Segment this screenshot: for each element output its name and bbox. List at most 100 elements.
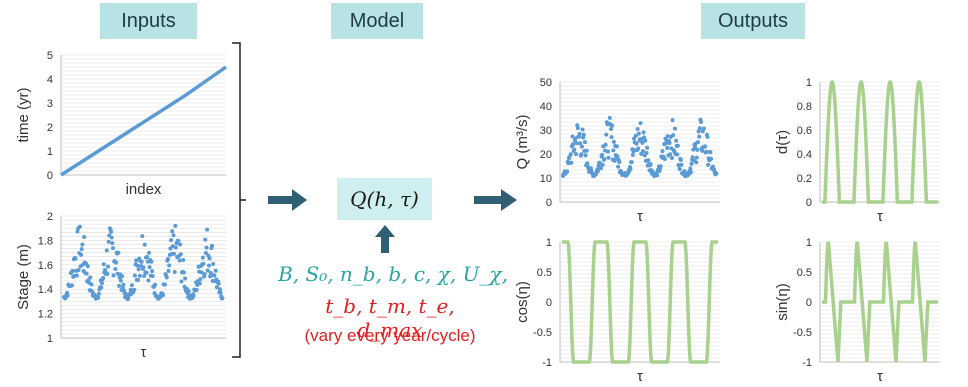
cos-chart-tick-label: 0 [546,297,552,309]
stage-chart-point [146,278,151,283]
q-chart-point [629,160,634,165]
d-chart-tick-label: 0.4 [797,149,812,161]
q-chart-point [642,135,647,140]
stage-chart-point [170,229,175,234]
stage-chart-point [167,263,172,268]
q-chart-point [648,162,653,167]
q-chart-point [697,134,702,139]
d-chart-ylabel: d(τ) [774,130,791,154]
sin-chart-tick-label: 0 [806,297,812,309]
stage-chart-point [111,273,116,278]
stage-chart-point [134,258,139,263]
q-chart-point [655,173,660,178]
stage-chart-point [181,258,186,263]
sin-chart: -1 -0.5 0 0.5 1 τ sin(η) [774,237,940,385]
stage-chart-point [70,268,75,273]
d-chart-tick-label: 0.8 [797,101,812,113]
stage-chart-point [208,274,213,279]
arrow-model-to-outputs [474,189,517,211]
stage-chart-point [79,247,84,252]
stage-chart-point [206,263,211,268]
stage-chart-point [179,279,184,284]
q-chart-point [646,158,651,163]
stage-chart-point [126,296,131,301]
stage-chart-point [178,242,183,247]
q-chart-point [640,140,645,145]
q-chart-point [568,152,573,157]
q-chart-point [616,164,621,169]
stage-chart-point [89,282,94,287]
sin-chart-tick-label: -1 [802,357,812,369]
q-chart-point [606,155,611,160]
q-chart-point [689,161,694,166]
stage-chart-point [186,289,191,294]
stage-chart-point [181,270,186,275]
model-formula: Q(h, τ) [337,178,432,220]
q-chart-point [709,156,714,161]
q-chart-point [636,131,641,136]
inputs-header: Inputs [100,3,197,39]
stage-chart-point [218,290,223,295]
cos-chart-tick-label: -0.5 [533,327,552,339]
q-chart-tick-label: 10 [540,173,552,185]
cos-chart-tick-label: 0.5 [537,267,552,279]
q-chart-point [708,150,713,155]
sin-chart-ylabel: sin(η) [774,283,791,321]
q-chart-point [640,149,645,154]
stage-chart-point [205,227,210,232]
q-chart-point [570,134,575,139]
stage-chart-point [183,276,188,281]
stage-chart-point [191,293,196,298]
q-chart-point [679,162,684,167]
stage-chart-point [169,238,174,243]
stage-chart-point [113,260,118,265]
stage-chart-point [141,265,146,270]
stage-chart-point [73,256,78,261]
stage-chart-tick-label: 1.4 [38,284,53,296]
stage-chart-point [176,239,181,244]
stage-chart-tick-label: 1.2 [38,309,53,321]
stage-chart-point [213,268,218,273]
q-chart-point [688,169,693,174]
stage-chart-point [142,242,147,247]
stage-chart-point [96,295,101,300]
q-chart-point [667,140,672,145]
q-chart-point [574,152,579,157]
q-chart-xlabel: τ [637,208,643,225]
model-note: (vary every year/cycle) [304,326,476,345]
stage-chart-point [105,272,110,277]
sin-chart-xlabel: τ [877,368,883,385]
stage-chart-point [142,273,147,278]
q-chart-point [584,148,589,153]
stage-chart-point [173,245,178,250]
stage-chart-point [149,259,154,264]
stage-chart-point [77,224,82,229]
stage-chart-point [106,239,111,244]
q-chart-point [672,126,677,131]
arrow-inputs-to-model [268,189,307,211]
stage-chart-point [214,285,219,290]
stage-chart-point [129,283,134,288]
stage-chart-point [74,273,79,278]
q-chart-tick-label: 20 [540,149,552,161]
q-chart-point [608,127,613,132]
stage-chart-point [208,270,213,275]
q-chart-point [694,155,699,160]
q-chart-point [644,150,649,155]
stage-chart-point [178,252,183,257]
stage-chart-point [203,251,208,256]
stage-chart-point [139,259,144,264]
q-chart-point [690,155,695,160]
stage-chart-point [205,268,210,273]
q-chart-point [611,148,616,153]
stage-chart-xlabel: τ [141,344,147,361]
stage-chart-point [171,233,176,238]
outputs-header: Outputs [701,3,805,39]
q-chart-point [578,141,583,146]
sin-chart-tick-label: 0.5 [797,267,812,279]
q-chart-point [694,160,699,165]
stage-chart-point [69,283,74,288]
q-chart-point [573,136,578,141]
stage-chart-point [220,296,225,301]
